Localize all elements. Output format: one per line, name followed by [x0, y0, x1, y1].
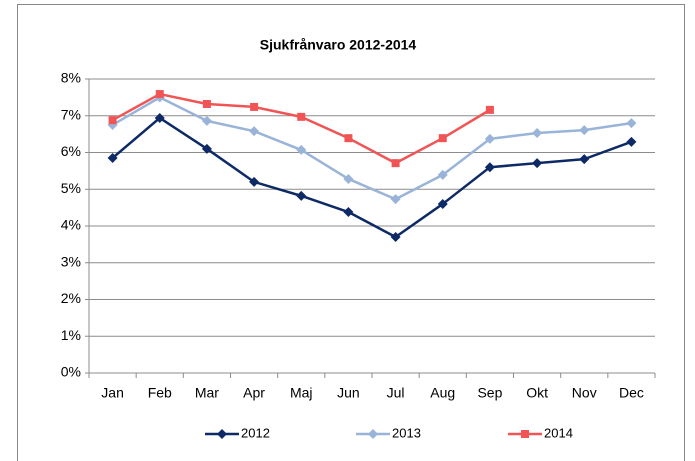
marker	[391, 159, 400, 168]
marker	[579, 125, 590, 136]
x-tick-label: Sep	[477, 385, 502, 401]
legend-label: 2012	[241, 425, 270, 440]
marker	[201, 143, 212, 154]
marker	[107, 153, 118, 164]
marker	[249, 126, 260, 137]
marker	[626, 136, 637, 147]
marker	[154, 112, 165, 123]
marker	[532, 158, 543, 169]
legend-label: 2013	[392, 425, 421, 440]
marker	[343, 173, 354, 184]
x-tick-label: Apr	[243, 385, 265, 401]
chart-title: Sjukfrånvaro 2012-2014	[260, 37, 417, 53]
y-tick-label: 5%	[61, 180, 81, 196]
legend-marker	[368, 429, 378, 439]
marker	[250, 102, 259, 111]
y-tick-label: 0%	[61, 364, 81, 380]
series-line	[111, 96, 632, 201]
marker	[390, 232, 401, 243]
marker	[579, 154, 590, 165]
y-tick-label: 4%	[61, 217, 81, 233]
marker	[390, 194, 401, 205]
marker	[297, 112, 306, 121]
x-tick-label: Nov	[572, 385, 597, 401]
chart-frame	[17, 4, 685, 461]
marker	[532, 128, 543, 139]
y-tick-label: 3%	[61, 253, 81, 269]
legend-marker	[521, 430, 529, 438]
x-tick-label: Maj	[290, 385, 313, 401]
marker	[155, 90, 164, 99]
legend-label: 2014	[544, 425, 573, 440]
marker	[437, 198, 448, 209]
marker	[296, 190, 307, 201]
x-tick-label: Jul	[387, 385, 405, 401]
x-tick-label: Jan	[101, 385, 124, 401]
marker	[437, 169, 448, 180]
marker	[438, 134, 447, 143]
x-tick-label: Feb	[148, 385, 172, 401]
y-tick-label: 1%	[61, 327, 81, 343]
marker	[296, 144, 307, 155]
x-tick-label: Mar	[195, 385, 219, 401]
marker	[202, 99, 211, 108]
legend-marker	[217, 429, 227, 439]
y-tick-label: 8%	[61, 70, 81, 86]
series-line	[111, 116, 632, 239]
y-tick-label: 7%	[61, 106, 81, 122]
marker	[249, 176, 260, 187]
marker	[484, 162, 495, 173]
marker	[108, 116, 117, 125]
marker	[484, 133, 495, 144]
marker	[201, 115, 212, 126]
x-tick-label: Okt	[526, 385, 548, 401]
marker	[344, 134, 353, 143]
x-tick-label: Aug	[430, 385, 455, 401]
y-tick-label: 6%	[61, 143, 81, 159]
marker	[626, 118, 637, 129]
marker	[343, 207, 354, 218]
marker	[485, 105, 494, 114]
x-tick-label: Jun	[337, 385, 360, 401]
y-tick-label: 2%	[61, 290, 81, 306]
x-tick-label: Dec	[619, 385, 644, 401]
